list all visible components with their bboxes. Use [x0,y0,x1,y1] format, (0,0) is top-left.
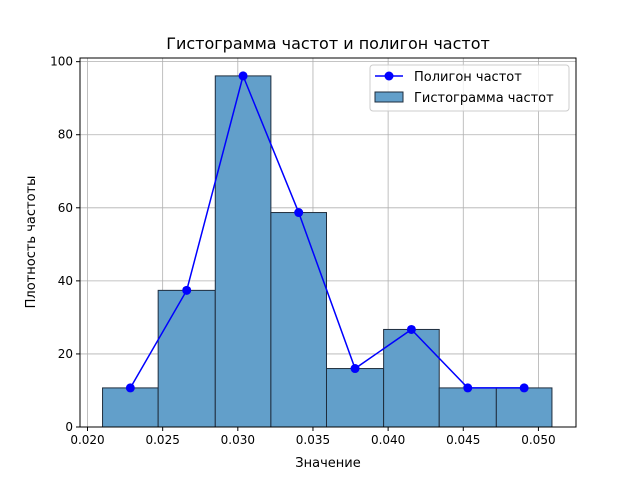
x-axis-label: Значение [295,456,360,471]
legend-histogram-label: Гистограмма частот [414,91,554,106]
legend-polygon-marker [384,71,394,81]
polygon-point [238,71,248,81]
x-tick-label: 0.045 [446,433,480,447]
y-tick-label: 0 [65,420,73,434]
y-tick-label: 100 [50,55,73,69]
legend-histogram-swatch [374,91,404,103]
y-axis-label: Плотность частоты [24,176,39,309]
x-axis-ticks: 0.020 0.025 0.030 0.035 0.040 0.045 0.050 [70,427,556,447]
legend-polygon-label: Полигон частот [414,70,522,85]
chart-title: Гистограмма частот и полигон частот [166,34,490,53]
plot-frame [79,57,577,428]
polygon-point [463,383,473,393]
polygon-point [182,285,192,295]
histogram-bar [438,387,497,428]
x-tick-label: 0.040 [371,433,405,447]
x-tick-label: 0.050 [521,433,555,447]
frequency-polygon [125,71,529,393]
legend-box [369,64,570,112]
polygon-point [350,364,360,374]
polygon-point [125,383,135,393]
x-tick-label: 0.025 [145,433,179,447]
histogram-bar [383,328,440,428]
y-tick-label: 80 [58,128,73,142]
x-tick-label: 0.035 [296,433,330,447]
histogram-bar [214,75,272,428]
polygon-point [519,383,529,393]
y-tick-label: 60 [58,201,73,215]
y-tick-label: 20 [58,347,73,361]
x-tick-label: 0.030 [221,433,255,447]
y-axis-ticks: 0 20 40 60 80 100 [50,55,80,434]
legend: Полигон частот Гистограмма частот [369,64,570,112]
histogram-bar [495,387,553,428]
polygon-line [129,73,525,389]
x-tick-label: 0.020 [70,433,104,447]
histogram-bars [102,75,553,428]
histogram-bar [102,387,159,428]
histogram-bar [270,212,327,428]
histogram-bar [157,289,216,428]
y-tick-label: 40 [58,274,73,288]
polygon-point [294,208,304,218]
polygon-point [406,324,416,334]
histogram-bar [325,368,385,428]
